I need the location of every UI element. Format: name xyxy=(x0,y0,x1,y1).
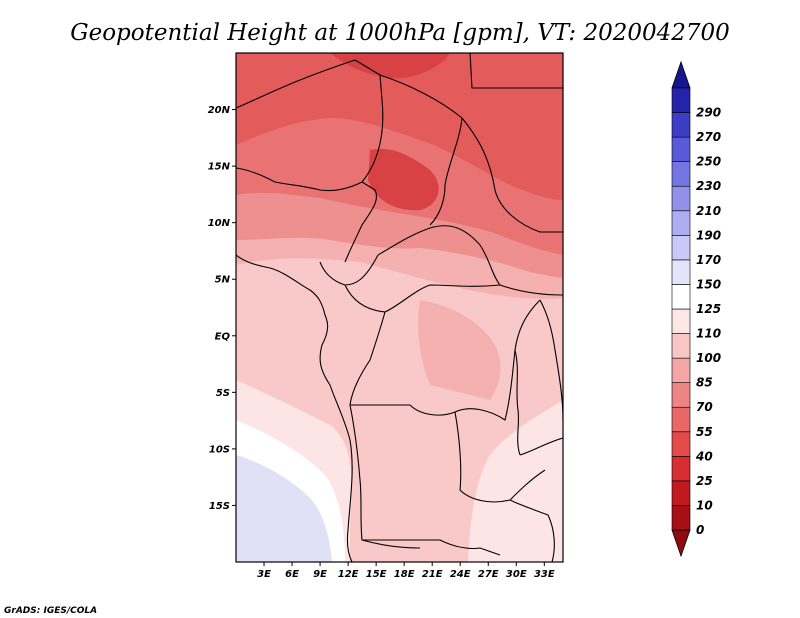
colorbar-label: 55 xyxy=(696,425,713,439)
colorbar-label: 125 xyxy=(696,302,721,316)
lon-tick-label: 27E xyxy=(478,569,499,580)
map-panel: 20N 15N 10N 5N EQ 5S 10S 15S 3E 6E 9E 12E 15E 18E 21E 2… xyxy=(208,52,564,580)
colorbar-swatch xyxy=(671,185,691,212)
border-sudan xyxy=(461,53,563,233)
lon-tick-label: 15E xyxy=(366,569,387,580)
border-tanzania xyxy=(519,437,563,456)
colorbar-swatch xyxy=(671,480,691,506)
axis-ticks: 20N 15N 10N 5N EQ 5S 10S 15S 3E 6E 9E 12E 15E 18E 21E 2… xyxy=(208,105,555,580)
colorbar-swatch xyxy=(671,456,691,482)
colorbar: 0 10 25 40 55 70 85 100 110 125 150 170 190 210 230 250… xyxy=(671,60,721,558)
colorbar-swatch xyxy=(671,136,691,162)
lon-tick-label: 9E xyxy=(313,569,327,580)
colorbar-swatch xyxy=(671,210,691,236)
lat-tick-label: 5S xyxy=(216,388,230,399)
colorbar-swatch xyxy=(671,333,691,359)
colorbar-label: 10 xyxy=(696,498,713,512)
colorbar-label: 85 xyxy=(696,376,713,390)
figure-title: Geopotential Height at 1000hPa [gpm], VT… xyxy=(70,20,730,46)
border-east-lakes xyxy=(514,349,521,456)
height-field xyxy=(236,53,563,562)
colorbar-label: 230 xyxy=(696,179,721,193)
colorbar-label: 170 xyxy=(696,253,721,267)
coastline-west-africa xyxy=(236,254,353,562)
colorbar-swatch xyxy=(671,431,691,457)
lat-tick-label: 20N xyxy=(208,105,231,116)
map-frame xyxy=(235,52,564,563)
coastline-east xyxy=(539,299,563,421)
colorbar-swatch xyxy=(671,112,691,138)
colorbar-swatch xyxy=(671,259,691,285)
lat-tick-label: 15N xyxy=(208,162,231,173)
lon-tick-label: 6E xyxy=(285,569,299,580)
colorbar-label: 70 xyxy=(696,400,713,414)
contour-band-40-core xyxy=(368,148,439,211)
colorbar-top-arrow xyxy=(671,60,691,89)
border-sahel-west xyxy=(236,167,363,192)
colorbar-label: 150 xyxy=(696,277,721,291)
lon-tick-label: 21E xyxy=(422,569,443,580)
lat-tick-label: EQ xyxy=(215,331,231,342)
border-congo-north xyxy=(344,284,501,313)
border-angola xyxy=(349,404,501,556)
contour-band-85-center xyxy=(418,300,501,400)
colorbar-swatch xyxy=(671,308,691,334)
colorbar-label: 0 xyxy=(696,523,704,537)
border-car xyxy=(377,225,563,296)
colorbar-label: 250 xyxy=(696,155,721,169)
colorbar-label: 190 xyxy=(696,228,721,242)
colorbar-swatch xyxy=(671,505,691,531)
contour-band-150 xyxy=(236,455,332,562)
colorbar-swatch xyxy=(671,406,691,433)
border-zambia xyxy=(454,411,546,503)
border-namibia xyxy=(361,539,421,549)
lon-tick-label: 12E xyxy=(338,569,359,580)
contour-band-40 xyxy=(236,53,563,200)
lat-tick-label: 10S xyxy=(209,444,230,455)
border-mozambique xyxy=(509,499,555,562)
colorbar-swatch xyxy=(671,382,691,408)
lon-tick-label: 33E xyxy=(534,569,555,580)
contour-band-25 xyxy=(330,53,450,79)
colorbar-label: 40 xyxy=(695,449,713,463)
border-chad-east xyxy=(379,74,463,226)
colorbar-bottom-arrow xyxy=(671,529,691,558)
colorbar-label: 270 xyxy=(696,130,721,144)
grads-credit: GrADS: IGES/COLA xyxy=(4,606,97,616)
lat-tick-label: 10N xyxy=(208,218,231,229)
colorbar-label: 290 xyxy=(696,106,721,120)
contour-band-110-se xyxy=(468,400,563,562)
colorbar-swatch xyxy=(671,357,691,383)
colorbar-label: 110 xyxy=(696,327,721,341)
lon-tick-label: 30E xyxy=(506,569,527,580)
colorbar-swatch xyxy=(671,87,691,113)
colorbar-swatch xyxy=(671,161,691,187)
colorbar-swatch xyxy=(671,284,691,310)
lon-tick-label: 24E xyxy=(450,569,471,580)
lon-tick-label: 18E xyxy=(394,569,415,580)
lat-tick-label: 5N xyxy=(215,275,231,286)
border-mali-niger xyxy=(236,59,384,183)
colorbar-swatch xyxy=(671,235,691,261)
lon-tick-label: 3E xyxy=(257,569,271,580)
colorbar-label: 25 xyxy=(696,474,713,488)
country-borders xyxy=(236,53,563,562)
colorbar-label: 100 xyxy=(696,351,721,365)
lat-tick-label: 15S xyxy=(209,501,230,512)
colorbar-label: 210 xyxy=(696,204,721,218)
border-niger-chad xyxy=(344,181,378,263)
